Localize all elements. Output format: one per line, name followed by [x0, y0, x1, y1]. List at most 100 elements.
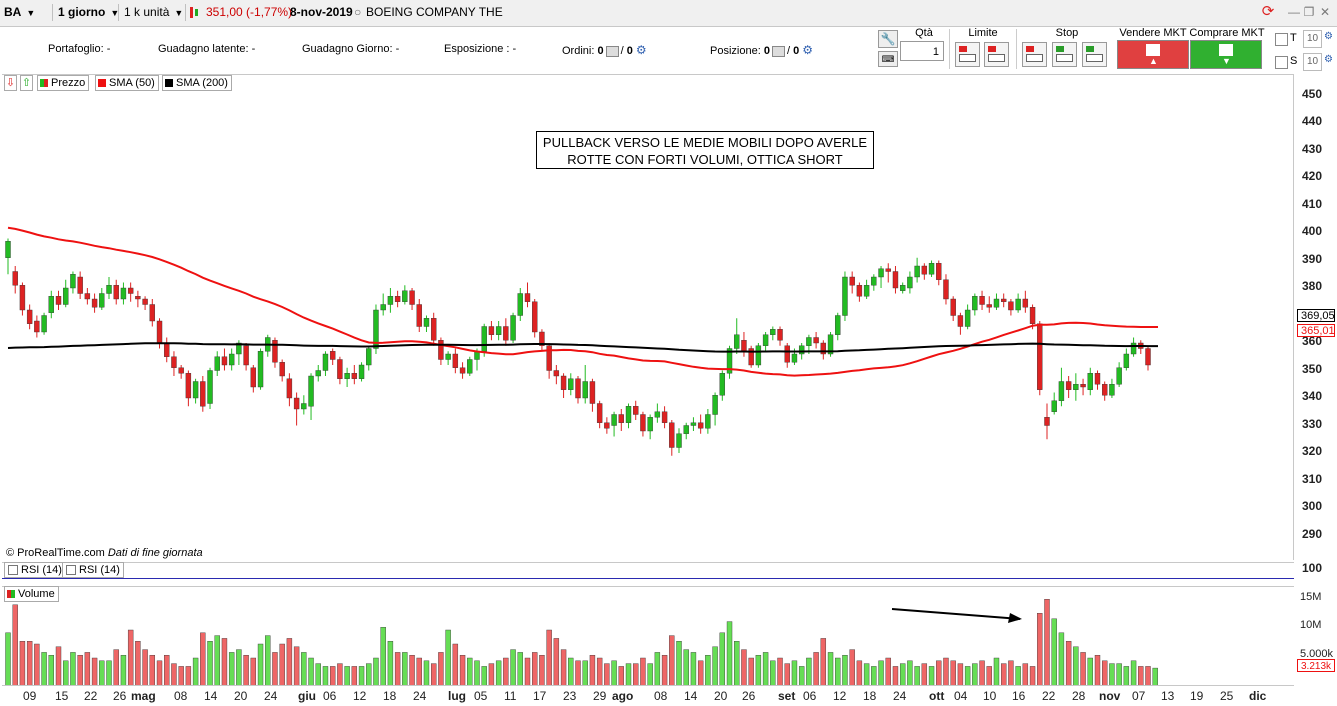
candle[interactable]: [899, 285, 906, 291]
candle[interactable]: [1000, 298, 1007, 302]
candle[interactable]: [690, 422, 697, 426]
candle[interactable]: [106, 285, 112, 294]
volume-bar[interactable]: [510, 649, 516, 686]
volume-bar[interactable]: [1152, 667, 1158, 686]
volume-bar[interactable]: [1102, 660, 1108, 686]
candle[interactable]: [1094, 373, 1101, 385]
candle[interactable]: [928, 263, 935, 275]
volume-bar[interactable]: [654, 652, 661, 686]
candle[interactable]: [481, 326, 487, 352]
volume-bar[interactable]: [452, 643, 459, 686]
volume-legend[interactable]: Volume: [4, 586, 59, 602]
volume-bar[interactable]: [236, 649, 242, 686]
volume-bar[interactable]: [1015, 666, 1021, 686]
candle[interactable]: [1022, 298, 1029, 308]
candle[interactable]: [113, 285, 119, 300]
candle[interactable]: [250, 367, 257, 388]
rsi-toggle-2[interactable]: RSI (14): [62, 562, 124, 578]
candle[interactable]: [257, 351, 264, 388]
candle[interactable]: [510, 315, 516, 341]
volume-bar[interactable]: [84, 652, 91, 686]
candle[interactable]: [127, 287, 134, 294]
candle[interactable]: [135, 296, 141, 300]
volume-bar[interactable]: [568, 657, 574, 686]
volume-bar[interactable]: [366, 663, 372, 686]
volume-bar[interactable]: [26, 641, 33, 686]
candle[interactable]: [849, 276, 855, 286]
candle[interactable]: [669, 422, 675, 448]
candle[interactable]: [200, 381, 206, 407]
candle[interactable]: [1037, 323, 1043, 390]
candle[interactable]: [1116, 367, 1122, 385]
candle[interactable]: [402, 290, 408, 302]
volume-bar[interactable]: [582, 660, 588, 686]
candle[interactable]: [322, 353, 329, 371]
candle[interactable]: [1058, 381, 1065, 401]
volume-bar[interactable]: [1073, 646, 1079, 686]
volume-bar[interactable]: [798, 666, 805, 686]
candle[interactable]: [950, 298, 956, 316]
volume-bar[interactable]: [813, 652, 819, 686]
option-s-percent[interactable]: 10: [1303, 53, 1322, 71]
volume-bar[interactable]: [91, 657, 98, 686]
candle[interactable]: [625, 406, 632, 423]
candle[interactable]: [611, 414, 617, 426]
volume-bar[interactable]: [611, 660, 617, 686]
candle[interactable]: [885, 268, 891, 272]
candle[interactable]: [791, 353, 798, 363]
candle[interactable]: [1087, 373, 1093, 390]
candle[interactable]: [676, 433, 682, 448]
refresh-icon[interactable]: ⟳: [1261, 3, 1275, 20]
volume-bar[interactable]: [1000, 663, 1007, 686]
candle[interactable]: [972, 296, 978, 311]
volume-bar[interactable]: [618, 666, 624, 686]
volume-bar[interactable]: [1094, 654, 1101, 686]
volume-bar[interactable]: [1037, 613, 1043, 686]
candle[interactable]: [979, 296, 985, 305]
volume-bar[interactable]: [394, 652, 401, 686]
candle[interactable]: [741, 340, 747, 352]
candle[interactable]: [1065, 381, 1072, 390]
volume-bar[interactable]: [762, 652, 769, 686]
candle[interactable]: [798, 345, 805, 355]
gear-icon[interactable]: ⚙: [802, 43, 814, 57]
keyboard-icon[interactable]: ⌨: [878, 51, 898, 67]
volume-bar[interactable]: [878, 660, 884, 686]
candle[interactable]: [784, 345, 790, 363]
volume-bar[interactable]: [575, 660, 581, 686]
volume-bar[interactable]: [871, 666, 877, 686]
candle[interactable]: [712, 395, 718, 415]
volume-bar[interactable]: [402, 652, 408, 686]
volume-bar[interactable]: [1138, 666, 1144, 686]
candle[interactable]: [532, 301, 538, 333]
volume-bar[interactable]: [207, 641, 213, 686]
volume-bar[interactable]: [1058, 632, 1065, 686]
volume-bar[interactable]: [322, 666, 329, 686]
volume-bar[interactable]: [1065, 641, 1072, 686]
volume-bar[interactable]: [315, 663, 321, 686]
volume-bar[interactable]: [719, 632, 726, 686]
candle[interactable]: [618, 414, 624, 423]
candle[interactable]: [777, 329, 783, 341]
positions-icon[interactable]: [771, 45, 785, 57]
volume-bar[interactable]: [171, 663, 177, 686]
volume-bar[interactable]: [474, 660, 480, 686]
volume-bar[interactable]: [113, 649, 119, 686]
volume-bar[interactable]: [770, 660, 776, 686]
volume-bar[interactable]: [633, 663, 639, 686]
candle[interactable]: [452, 353, 459, 368]
volume-bar[interactable]: [1080, 652, 1086, 686]
volume-bar[interactable]: [553, 638, 560, 686]
candle[interactable]: [755, 345, 762, 366]
volume-bar[interactable]: [892, 666, 899, 686]
volume-bar[interactable]: [835, 657, 841, 686]
volume-bar[interactable]: [34, 643, 40, 686]
volume-bar[interactable]: [495, 660, 502, 686]
candle[interactable]: [156, 320, 163, 344]
candle[interactable]: [488, 326, 495, 335]
volume-bar[interactable]: [957, 663, 964, 686]
volume-bar[interactable]: [430, 663, 437, 686]
volume-bar[interactable]: [943, 657, 949, 686]
candle[interactable]: [344, 373, 350, 379]
volume-bar[interactable]: [70, 652, 76, 686]
